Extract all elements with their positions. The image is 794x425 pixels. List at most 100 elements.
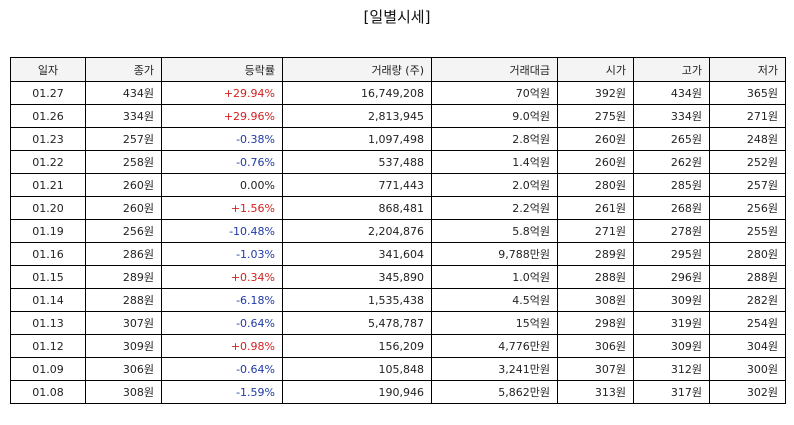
low-cell: 300원 bbox=[709, 357, 786, 381]
table-row: 01.23 257원 -0.38% 1,097,498 2.8억원 260원 265원 248… bbox=[10, 127, 786, 151]
open-cell: 392원 bbox=[557, 81, 634, 105]
volume-cell: 771,443 bbox=[282, 173, 432, 197]
high-cell: 278원 bbox=[633, 219, 710, 243]
close-cell: 288원 bbox=[85, 288, 162, 312]
high-cell: 295원 bbox=[633, 242, 710, 266]
table-row: 01.15 289원 +0.34% 345,890 1.0억원 288원 296원 288원 bbox=[10, 265, 786, 289]
low-cell: 254원 bbox=[709, 311, 786, 335]
daily-price-table: 일자 종가 등락률 거래량 (주) 거래대금 시가 고가 저가 01.27 434… bbox=[10, 57, 786, 404]
value-cell: 2.2억원 bbox=[431, 196, 558, 220]
date-cell: 01.09 bbox=[10, 357, 86, 381]
low-cell: 280원 bbox=[709, 242, 786, 266]
open-cell: 260원 bbox=[557, 150, 634, 174]
table-row: 01.14 288원 -6.18% 1,535,438 4.5억원 308원 309원 282… bbox=[10, 288, 786, 312]
column-header-value: 거래대금 bbox=[431, 57, 558, 82]
volume-cell: 156,209 bbox=[282, 334, 432, 358]
table-row: 01.21 260원 0.00% 771,443 2.0억원 280원 285원 257원 bbox=[10, 173, 786, 197]
change-cell: +0.34% bbox=[161, 265, 283, 289]
high-cell: 296원 bbox=[633, 265, 710, 289]
column-header-high: 고가 bbox=[633, 57, 710, 82]
high-cell: 309원 bbox=[633, 334, 710, 358]
value-cell: 1.4억원 bbox=[431, 150, 558, 174]
volume-cell: 341,604 bbox=[282, 242, 432, 266]
date-cell: 01.08 bbox=[10, 380, 86, 404]
open-cell: 280원 bbox=[557, 173, 634, 197]
date-cell: 01.19 bbox=[10, 219, 86, 243]
close-cell: 260원 bbox=[85, 196, 162, 220]
close-cell: 289원 bbox=[85, 265, 162, 289]
value-cell: 2.8억원 bbox=[431, 127, 558, 151]
change-cell: -6.18% bbox=[161, 288, 283, 312]
close-cell: 434원 bbox=[85, 81, 162, 105]
column-header-close: 종가 bbox=[85, 57, 162, 82]
low-cell: 248원 bbox=[709, 127, 786, 151]
value-cell: 70억원 bbox=[431, 81, 558, 105]
high-cell: 265원 bbox=[633, 127, 710, 151]
volume-cell: 190,946 bbox=[282, 380, 432, 404]
low-cell: 304원 bbox=[709, 334, 786, 358]
value-cell: 9.0억원 bbox=[431, 104, 558, 128]
table-row: 01.12 309원 +0.98% 156,209 4,776만원 306원 309원 304… bbox=[10, 334, 786, 358]
volume-cell: 1,097,498 bbox=[282, 127, 432, 151]
value-cell: 5.8억원 bbox=[431, 219, 558, 243]
high-cell: 317원 bbox=[633, 380, 710, 404]
table-header-row: 일자 종가 등락률 거래량 (주) 거래대금 시가 고가 저가 bbox=[10, 57, 786, 82]
high-cell: 309원 bbox=[633, 288, 710, 312]
volume-cell: 2,813,945 bbox=[282, 104, 432, 128]
high-cell: 319원 bbox=[633, 311, 710, 335]
volume-cell: 105,848 bbox=[282, 357, 432, 381]
date-cell: 01.22 bbox=[10, 150, 86, 174]
high-cell: 268원 bbox=[633, 196, 710, 220]
open-cell: 261원 bbox=[557, 196, 634, 220]
column-header-change: 등락률 bbox=[161, 57, 283, 82]
close-cell: 308원 bbox=[85, 380, 162, 404]
table-row: 01.27 434원 +29.94% 16,749,208 70억원 392원 434원 36… bbox=[10, 81, 786, 105]
column-header-volume: 거래량 (주) bbox=[282, 57, 432, 82]
value-cell: 15억원 bbox=[431, 311, 558, 335]
change-cell: 0.00% bbox=[161, 173, 283, 197]
low-cell: 252원 bbox=[709, 150, 786, 174]
low-cell: 282원 bbox=[709, 288, 786, 312]
table-row: 01.09 306원 -0.64% 105,848 3,241만원 307원 312원 300… bbox=[10, 357, 786, 381]
volume-cell: 5,478,787 bbox=[282, 311, 432, 335]
low-cell: 302원 bbox=[709, 380, 786, 404]
date-cell: 01.14 bbox=[10, 288, 86, 312]
page-title: [일별시세] bbox=[363, 8, 431, 26]
open-cell: 306원 bbox=[557, 334, 634, 358]
volume-cell: 16,749,208 bbox=[282, 81, 432, 105]
high-cell: 285원 bbox=[633, 173, 710, 197]
low-cell: 365원 bbox=[709, 81, 786, 105]
value-cell: 9,788만원 bbox=[431, 242, 558, 266]
table-row: 01.08 308원 -1.59% 190,946 5,862만원 313원 317원 302… bbox=[10, 380, 786, 404]
change-cell: +29.94% bbox=[161, 81, 283, 105]
high-cell: 334원 bbox=[633, 104, 710, 128]
value-cell: 5,862만원 bbox=[431, 380, 558, 404]
change-cell: -10.48% bbox=[161, 219, 283, 243]
close-cell: 306원 bbox=[85, 357, 162, 381]
open-cell: 298원 bbox=[557, 311, 634, 335]
date-cell: 01.21 bbox=[10, 173, 86, 197]
open-cell: 313원 bbox=[557, 380, 634, 404]
low-cell: 288원 bbox=[709, 265, 786, 289]
table-row: 01.26 334원 +29.96% 2,813,945 9.0억원 275원 334원 27… bbox=[10, 104, 786, 128]
open-cell: 288원 bbox=[557, 265, 634, 289]
date-cell: 01.20 bbox=[10, 196, 86, 220]
change-cell: -0.64% bbox=[161, 311, 283, 335]
change-cell: -0.76% bbox=[161, 150, 283, 174]
low-cell: 271원 bbox=[709, 104, 786, 128]
change-cell: +1.56% bbox=[161, 196, 283, 220]
date-cell: 01.27 bbox=[10, 81, 86, 105]
volume-cell: 537,488 bbox=[282, 150, 432, 174]
close-cell: 256원 bbox=[85, 219, 162, 243]
high-cell: 262원 bbox=[633, 150, 710, 174]
value-cell: 1.0억원 bbox=[431, 265, 558, 289]
table-row: 01.13 307원 -0.64% 5,478,787 15억원 298원 319원 254원 bbox=[10, 311, 786, 335]
close-cell: 286원 bbox=[85, 242, 162, 266]
date-cell: 01.12 bbox=[10, 334, 86, 358]
column-header-low: 저가 bbox=[709, 57, 786, 82]
volume-cell: 345,890 bbox=[282, 265, 432, 289]
date-cell: 01.15 bbox=[10, 265, 86, 289]
open-cell: 308원 bbox=[557, 288, 634, 312]
volume-cell: 1,535,438 bbox=[282, 288, 432, 312]
value-cell: 3,241만원 bbox=[431, 357, 558, 381]
